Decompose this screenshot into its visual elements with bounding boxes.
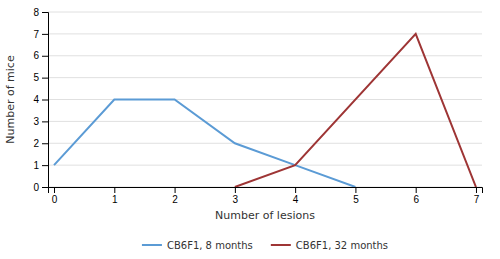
y-tick: 4 <box>33 94 48 105</box>
y-tick-mark <box>42 12 48 13</box>
grid-line <box>48 165 482 166</box>
x-tick: 7 <box>474 187 480 205</box>
legend-label: CB6F1, 32 months <box>296 240 388 251</box>
y-tick: 2 <box>33 138 48 149</box>
y-tick: 8 <box>33 7 48 18</box>
x-tick-label: 0 <box>52 194 58 205</box>
series-group <box>54 34 476 187</box>
y-axis-line <box>42 13 49 188</box>
y-tick: 1 <box>33 160 48 171</box>
y-tick-label: 7 <box>33 29 39 40</box>
y-tick: 7 <box>33 29 48 40</box>
legend-item: CB6F1, 8 months <box>142 240 253 251</box>
x-tick-mark <box>235 187 236 193</box>
x-tick-label: 6 <box>413 194 419 205</box>
y-tick-mark <box>42 34 48 35</box>
y-tick: 0 <box>33 182 48 193</box>
grid-line <box>48 12 482 13</box>
x-axis-line <box>49 188 483 194</box>
legend-swatch <box>142 244 162 246</box>
x-tick: 4 <box>293 187 299 205</box>
x-tick: 2 <box>172 187 178 205</box>
y-tick-mark <box>42 100 48 101</box>
x-tick-label: 5 <box>353 194 359 205</box>
grid-line <box>48 55 482 56</box>
x-tick: 5 <box>353 187 359 205</box>
y-tick-label: 0 <box>33 182 39 193</box>
y-tick-label: 8 <box>33 7 39 18</box>
legend-item: CB6F1, 32 months <box>271 240 388 251</box>
x-tick-mark <box>476 187 477 193</box>
x-tick: 3 <box>233 187 239 205</box>
y-tick-label: 2 <box>33 138 39 149</box>
y-tick-mark <box>42 56 48 57</box>
grid-line <box>48 143 482 144</box>
legend-swatch <box>271 244 291 246</box>
x-tick-mark <box>114 187 115 193</box>
x-tick: 1 <box>112 187 118 205</box>
y-tick-mark <box>42 143 48 144</box>
grid-line <box>48 121 482 122</box>
x-tick-mark <box>416 187 417 193</box>
background <box>0 0 500 259</box>
legend: CB6F1, 8 months CB6F1, 32 months <box>142 240 388 251</box>
y-tick-label: 6 <box>33 50 39 61</box>
y-tick-label: 1 <box>33 160 39 171</box>
y-tick-label: 3 <box>33 116 39 127</box>
plot: 0 1 2 3 4 5 6 7 0 1 2 3 4 5 6 7 8 Number of lesions Number… <box>4 7 483 222</box>
x-axis-title: Number of lesions <box>215 209 315 222</box>
y-tick: 6 <box>33 50 48 61</box>
line <box>235 34 476 187</box>
grid-line <box>48 77 482 78</box>
x-tick-mark <box>295 187 296 193</box>
y-tick-mark <box>42 121 48 122</box>
y-tick-label: 4 <box>33 94 39 105</box>
x-axis: 0 1 2 3 4 5 6 7 <box>49 187 483 205</box>
line <box>54 100 355 188</box>
x-tick-label: 1 <box>112 194 118 205</box>
grid <box>48 12 482 187</box>
x-tick: 0 <box>52 187 58 205</box>
y-tick-mark <box>42 165 48 166</box>
legend-label: CB6F1, 8 months <box>167 240 253 251</box>
x-tick-label: 2 <box>172 194 178 205</box>
x-tick-mark <box>175 187 176 193</box>
y-tick-mark <box>42 187 48 188</box>
y-tick: 3 <box>33 116 48 127</box>
x-tick-label: 3 <box>233 194 239 205</box>
y-axis-title: Number of mice <box>4 55 17 144</box>
x-tick: 6 <box>413 187 419 205</box>
x-tick-label: 7 <box>474 194 480 205</box>
x-tick-label: 4 <box>293 194 299 205</box>
y-tick-label: 5 <box>33 72 39 83</box>
x-tick-mark <box>355 187 356 193</box>
y-tick-mark <box>42 78 48 79</box>
y-tick: 5 <box>33 72 48 83</box>
chart: 0 1 2 3 4 5 6 7 0 1 2 3 4 5 6 7 8 Number of lesions Number… <box>0 0 500 259</box>
x-tick-mark <box>54 187 55 193</box>
y-axis: 0 1 2 3 4 5 6 7 8 <box>33 7 48 193</box>
